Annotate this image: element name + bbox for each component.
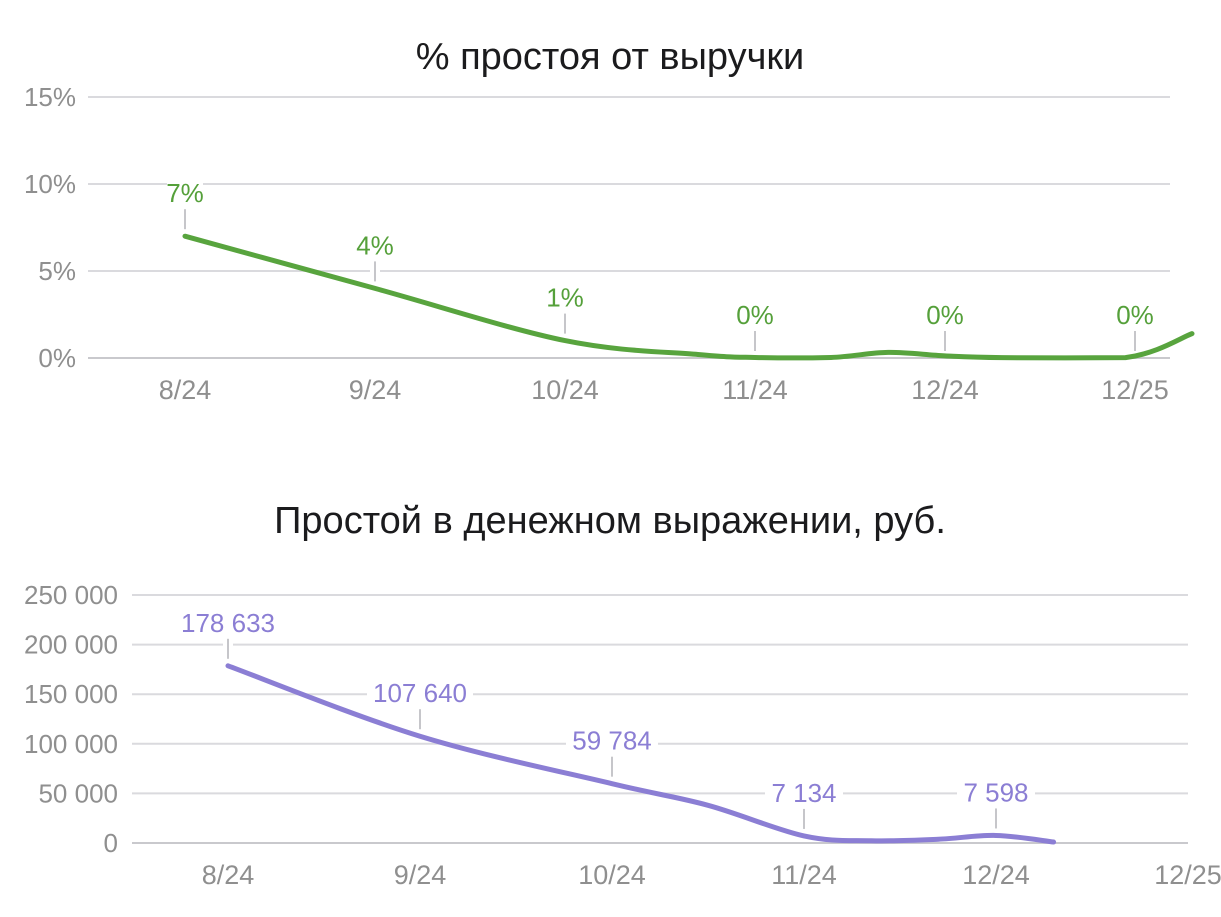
x-axis-tick-label: 9/24 — [394, 860, 447, 890]
data-label-bg — [737, 301, 773, 331]
x-axis-tick-label: 9/24 — [349, 375, 402, 405]
data-label-bg — [566, 726, 658, 757]
chart-title-downtime-money: Простой в денежном выражении, руб. — [274, 500, 946, 542]
data-label-bg — [167, 179, 203, 210]
data-label-bg — [547, 283, 583, 314]
downtime-money-chart: 0 50 000 100 000 150 000 200 000 250 000 8/24 9… — [24, 580, 1221, 890]
y-axis-tick-label: 0% — [38, 343, 76, 373]
data-label: 4% — [356, 230, 394, 260]
data-label: 7 598 — [963, 777, 1028, 807]
data-label-bg — [357, 231, 393, 262]
x-axis-tick-label: 12/25 — [1101, 375, 1169, 405]
y-axis-tick-label: 10% — [24, 169, 76, 199]
downtime-percent-chart: 0% 5% 10% 15% 8/24 9/24 10/24 11/24 12/24 12/25 7%… — [24, 82, 1195, 405]
data-label: 1% — [546, 283, 584, 313]
y-axis-tick-label: 5% — [38, 256, 76, 286]
data-label-bg — [957, 778, 1035, 809]
data-label-bg — [765, 778, 843, 809]
chart-title-downtime-percent: % простоя от выручки — [416, 36, 805, 78]
data-label: 7 134 — [771, 778, 836, 808]
data-label: 59 784 — [572, 726, 652, 756]
data-label-bg — [175, 608, 281, 639]
data-label: 7% — [166, 178, 204, 208]
data-label-bg — [1117, 301, 1153, 331]
y-axis-tick-label: 15% — [24, 82, 76, 112]
y-axis-tick-label: 250 000 — [24, 580, 118, 610]
data-label: 0% — [1116, 300, 1154, 330]
series-line — [182, 233, 1195, 361]
x-axis-tick-label: 12/25 — [1154, 860, 1221, 890]
y-axis-tick-label: 150 000 — [24, 679, 118, 709]
x-axis-tick-label: 10/24 — [531, 375, 599, 405]
data-label: 0% — [926, 300, 964, 330]
y-axis-tick-label: 200 000 — [24, 630, 118, 660]
x-axis-tick-label: 12/24 — [911, 375, 979, 405]
x-axis-tick-label: 8/24 — [202, 860, 255, 890]
x-axis-tick-label: 11/24 — [722, 375, 788, 405]
y-axis-tick-label: 0 — [104, 828, 118, 858]
x-axis-tick-label: 10/24 — [578, 860, 646, 890]
y-axis-tick-label: 50 000 — [38, 778, 118, 808]
data-label: 107 640 — [373, 678, 467, 708]
x-axis-tick-label: 8/24 — [159, 375, 212, 405]
data-label-bg — [927, 301, 963, 331]
x-axis-tick-label: 11/24 — [771, 860, 837, 890]
series-line — [225, 663, 1057, 845]
data-label-bg — [367, 679, 473, 710]
x-axis-tick-label: 12/24 — [962, 860, 1030, 890]
data-label: 0% — [736, 300, 774, 330]
y-axis-tick-label: 100 000 — [24, 729, 118, 759]
data-label: 178 633 — [181, 608, 275, 638]
